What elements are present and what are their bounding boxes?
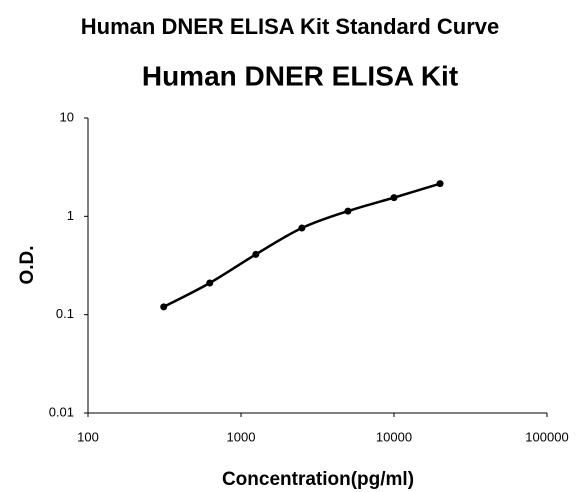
y-tick-label: 0.01 [49, 404, 74, 419]
y-tick-label: 1 [67, 208, 74, 223]
data-point [344, 207, 352, 215]
x-tick-label: 100 [77, 429, 99, 444]
data-point [160, 303, 168, 311]
y-tick-label: 0.1 [56, 306, 74, 321]
y-tick-label: 10 [60, 109, 74, 124]
data-point [436, 180, 444, 188]
x-tick-label: 10000 [376, 429, 412, 444]
y-axis-label: O.D. [17, 245, 38, 284]
x-axis-label: Concentration(pg/ml) [222, 469, 414, 490]
data-point [206, 279, 214, 287]
x-tick-label: 1000 [227, 429, 256, 444]
data-point [390, 194, 398, 202]
x-tick-label: 100000 [525, 429, 568, 444]
curve [163, 182, 441, 308]
data-point [252, 250, 260, 258]
chart-title: Human DNER ELISA Kit [142, 60, 458, 91]
data-point [298, 224, 306, 232]
page-title: Human DNER ELISA Kit Standard Curve [81, 14, 499, 39]
